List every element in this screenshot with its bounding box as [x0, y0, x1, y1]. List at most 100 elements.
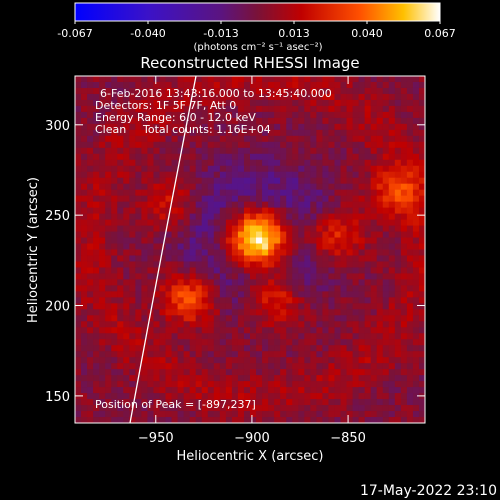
heatmap-cell — [268, 99, 275, 107]
heatmap-cell — [189, 93, 197, 101]
heatmap-cell — [243, 237, 251, 245]
heatmap-cell — [207, 267, 215, 275]
heatmap-cell — [183, 123, 191, 131]
heatmap-cell — [87, 315, 94, 322]
heatmap-cell — [394, 381, 402, 388]
heatmap-cell — [117, 117, 124, 125]
heatmap-cell — [268, 357, 275, 364]
heatmap-cell — [274, 369, 281, 376]
heatmap-cell — [171, 261, 179, 269]
heatmap-cell — [87, 345, 94, 352]
heatmap-cell — [388, 267, 396, 275]
heatmap-cell — [117, 76, 124, 83]
heatmap-cell — [262, 129, 269, 137]
heatmap-cell — [268, 387, 275, 394]
heatmap-cell — [195, 153, 203, 161]
heatmap-cell — [243, 387, 251, 394]
heatmap-cell — [99, 76, 106, 83]
heatmap-cell — [262, 177, 269, 185]
heatmap-cell — [280, 171, 287, 179]
heatmap-cell — [159, 147, 167, 155]
heatmap-cell — [334, 327, 342, 334]
heatmap-cell — [340, 369, 348, 376]
heatmap-cell — [250, 369, 257, 376]
heatmap-cell — [388, 273, 396, 281]
heatmap-cell — [292, 309, 299, 316]
heatmap-cell — [87, 363, 94, 370]
heatmap-cell — [213, 369, 221, 376]
heatmap-cell — [129, 267, 136, 275]
heatmap-cell — [370, 141, 378, 149]
heatmap-cell — [225, 393, 233, 400]
heatmap-cell — [274, 297, 281, 304]
heatmap-cell — [418, 237, 425, 245]
heatmap-cell — [117, 231, 124, 239]
heatmap-cell — [292, 417, 299, 423]
heatmap-cell — [382, 171, 390, 179]
heatmap-cell — [262, 327, 269, 334]
heatmap-cell — [364, 381, 372, 388]
heatmap-cell — [286, 303, 293, 310]
heatmap-cell — [153, 147, 161, 155]
heatmap-cell — [117, 123, 124, 131]
heatmap-cell — [111, 93, 118, 101]
heatmap-cell — [219, 87, 227, 95]
heatmap-cell — [129, 309, 136, 316]
heatmap-cell — [262, 297, 269, 304]
heatmap-cell — [388, 76, 396, 83]
heatmap-cell — [358, 375, 366, 382]
heatmap-cell — [105, 225, 112, 233]
heatmap-cell — [177, 76, 185, 83]
heatmap-cell — [225, 165, 233, 173]
heatmap-cell — [262, 333, 269, 340]
heatmap-cell — [135, 237, 142, 245]
heatmap-cell — [322, 249, 330, 257]
heatmap-cell — [382, 255, 390, 263]
heatmap-cell — [117, 381, 124, 388]
heatmap-cell — [141, 159, 149, 167]
heatmap-cell — [286, 171, 293, 179]
heatmap-cell — [328, 135, 336, 143]
heatmap-cell — [412, 76, 420, 83]
heatmap-cell — [219, 165, 227, 173]
heatmap-cell — [316, 405, 324, 412]
heatmap-cell — [201, 417, 209, 423]
heatmap-cell — [406, 129, 414, 137]
heatmap-cell — [340, 255, 348, 263]
heatmap-cell — [280, 249, 287, 257]
heatmap-cell — [135, 333, 142, 340]
heatmap-cell — [334, 249, 342, 257]
heatmap-cell — [243, 141, 251, 149]
heatmap-cell — [135, 309, 142, 316]
heatmap-cell — [268, 273, 275, 281]
heatmap-cell — [250, 399, 257, 406]
heatmap-cell — [165, 393, 173, 400]
heatmap-cell — [286, 351, 293, 358]
heatmap-cell — [123, 129, 130, 137]
heatmap-cell — [388, 243, 396, 251]
heatmap-cell — [316, 135, 324, 143]
heatmap-cell — [75, 321, 82, 328]
heatmap-cell — [274, 327, 281, 334]
heatmap-cell — [256, 285, 263, 292]
heatmap-cell — [147, 381, 155, 388]
heatmap-cell — [334, 177, 342, 185]
heatmap-cell — [195, 135, 203, 143]
heatmap-cell — [111, 111, 118, 119]
heatmap-cell — [213, 411, 221, 418]
heatmap-cell — [352, 135, 360, 143]
heatmap-cell — [195, 375, 203, 382]
heatmap-cell — [304, 105, 311, 113]
heatmap-cell — [75, 76, 82, 83]
heatmap-cell — [358, 117, 366, 125]
heatmap-cell — [159, 189, 167, 197]
heatmap-cell — [195, 177, 203, 185]
heatmap-cell — [93, 303, 100, 310]
heatmap-cell — [298, 159, 305, 167]
heatmap-cell — [93, 231, 100, 239]
heatmap-cell — [286, 249, 293, 257]
heatmap-cell — [213, 76, 221, 83]
heatmap-cell — [195, 81, 203, 89]
heatmap-cell — [292, 399, 299, 406]
heatmap-cell — [316, 249, 324, 257]
